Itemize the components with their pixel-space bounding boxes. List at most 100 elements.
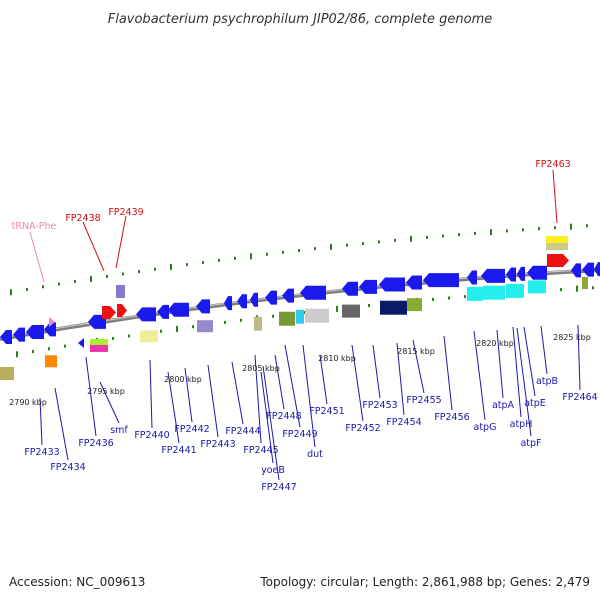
gene-label: FP2448 [266,411,301,422]
tick-mark [250,253,252,260]
tick-mark [474,231,476,235]
gene-label: FP2455 [406,395,441,406]
label-connector [412,339,425,394]
cds-arrow [342,281,358,296]
tick-mark [368,304,370,308]
gene-label: atpE [524,398,546,409]
label-connectors [29,169,581,481]
tick-mark [410,235,412,242]
scale-labels: 2790 kbp 2795 kbp 2800 kbp 2805 kbp 2810 kbp… [9,333,591,407]
label-connector [85,356,97,437]
tick-mark [448,296,450,300]
gene-label: atpA [492,400,515,411]
tick-mark [58,282,60,286]
gene-label: atpG [474,422,497,433]
tick-mark [330,243,332,250]
tick-mark [32,349,34,353]
feature-box [546,243,568,250]
tick-mark [506,229,508,233]
gene-label: atpH [510,419,533,430]
tick-mark [122,272,124,276]
gene-label: FP2452 [345,423,380,434]
feature-box [380,300,407,315]
tick-mark [336,305,338,312]
tick-mark [42,285,44,289]
feature-box [483,285,505,300]
label-connector [540,325,548,375]
cds-arrow [26,324,44,339]
gene-label: FP2464 [562,392,597,403]
cds-arrow [157,304,169,319]
label-connector [302,344,316,448]
label-connector [512,326,522,418]
cds-arrow [423,273,459,288]
feature-box [305,308,329,323]
gene-label: FP2441 [161,445,196,456]
tick-mark [218,258,220,262]
tick-mark [106,274,108,278]
tick-mark [586,224,588,228]
trna-marker [49,317,55,327]
cds-arrow [78,338,84,348]
cds-arrow [265,290,277,305]
cds-arrow [527,265,547,280]
feature-box [254,316,262,331]
feature-box [528,280,546,294]
tick-mark [378,240,380,244]
tick-mark [154,267,156,271]
cds-arrow [44,322,56,337]
gene-labels: FP2433 FP2434 FP2436 smf FP2440 FP2441 FP2442 F… [12,159,598,493]
scale-label: 2790 kbp [9,398,47,407]
cds-arrow [250,292,258,307]
feature-box [116,285,125,298]
label-connector [99,381,120,424]
gene-label-upper: FP2439 [108,207,143,218]
cds-arrow [594,262,600,277]
tick-mark [426,235,428,239]
cds-arrow [88,314,106,329]
label-connector [319,354,328,405]
feature-box [506,283,524,298]
gene-label: FP2449 [282,429,317,440]
scale-label: 2795 kbp [87,387,125,396]
tick-mark [346,243,348,247]
label-connector [577,324,581,391]
tick-mark [560,288,562,292]
gene-label: FP2453 [362,400,397,411]
scale-label: 2800 kbp [164,375,202,384]
label-connector [284,344,301,428]
label-connector [207,364,219,438]
tick-mark [240,318,242,322]
label-connector [54,387,69,461]
gene-label-upper: FP2463 [535,159,570,170]
cds-arrow [300,285,326,300]
feature-box [546,236,568,243]
label-connector [149,359,153,429]
tick-mark [490,229,492,236]
feature-box [197,320,213,333]
gene-label: FP2456 [434,412,469,423]
feature-box [90,338,108,345]
cds-arrow [168,302,189,317]
cds-arrow [379,277,405,292]
tick-mark [282,250,284,254]
tick-mark [272,314,274,318]
feature-box [342,304,360,318]
tick-mark [128,334,130,338]
tick-mark [26,287,28,291]
tick-mark [458,233,460,237]
label-connector [167,371,180,444]
tick-mark [432,297,434,301]
feature-box [0,367,14,380]
cds-arrow [406,275,422,290]
feature-box [407,298,422,312]
label-connector [443,335,453,411]
scale-label: 2825 kbp [553,333,591,342]
feature-box [45,355,57,368]
label-connector [262,365,280,481]
cds-arrow [0,329,12,344]
label-connector [523,326,536,397]
cds-arrow-red [102,306,116,319]
cds-arrow [582,262,594,277]
